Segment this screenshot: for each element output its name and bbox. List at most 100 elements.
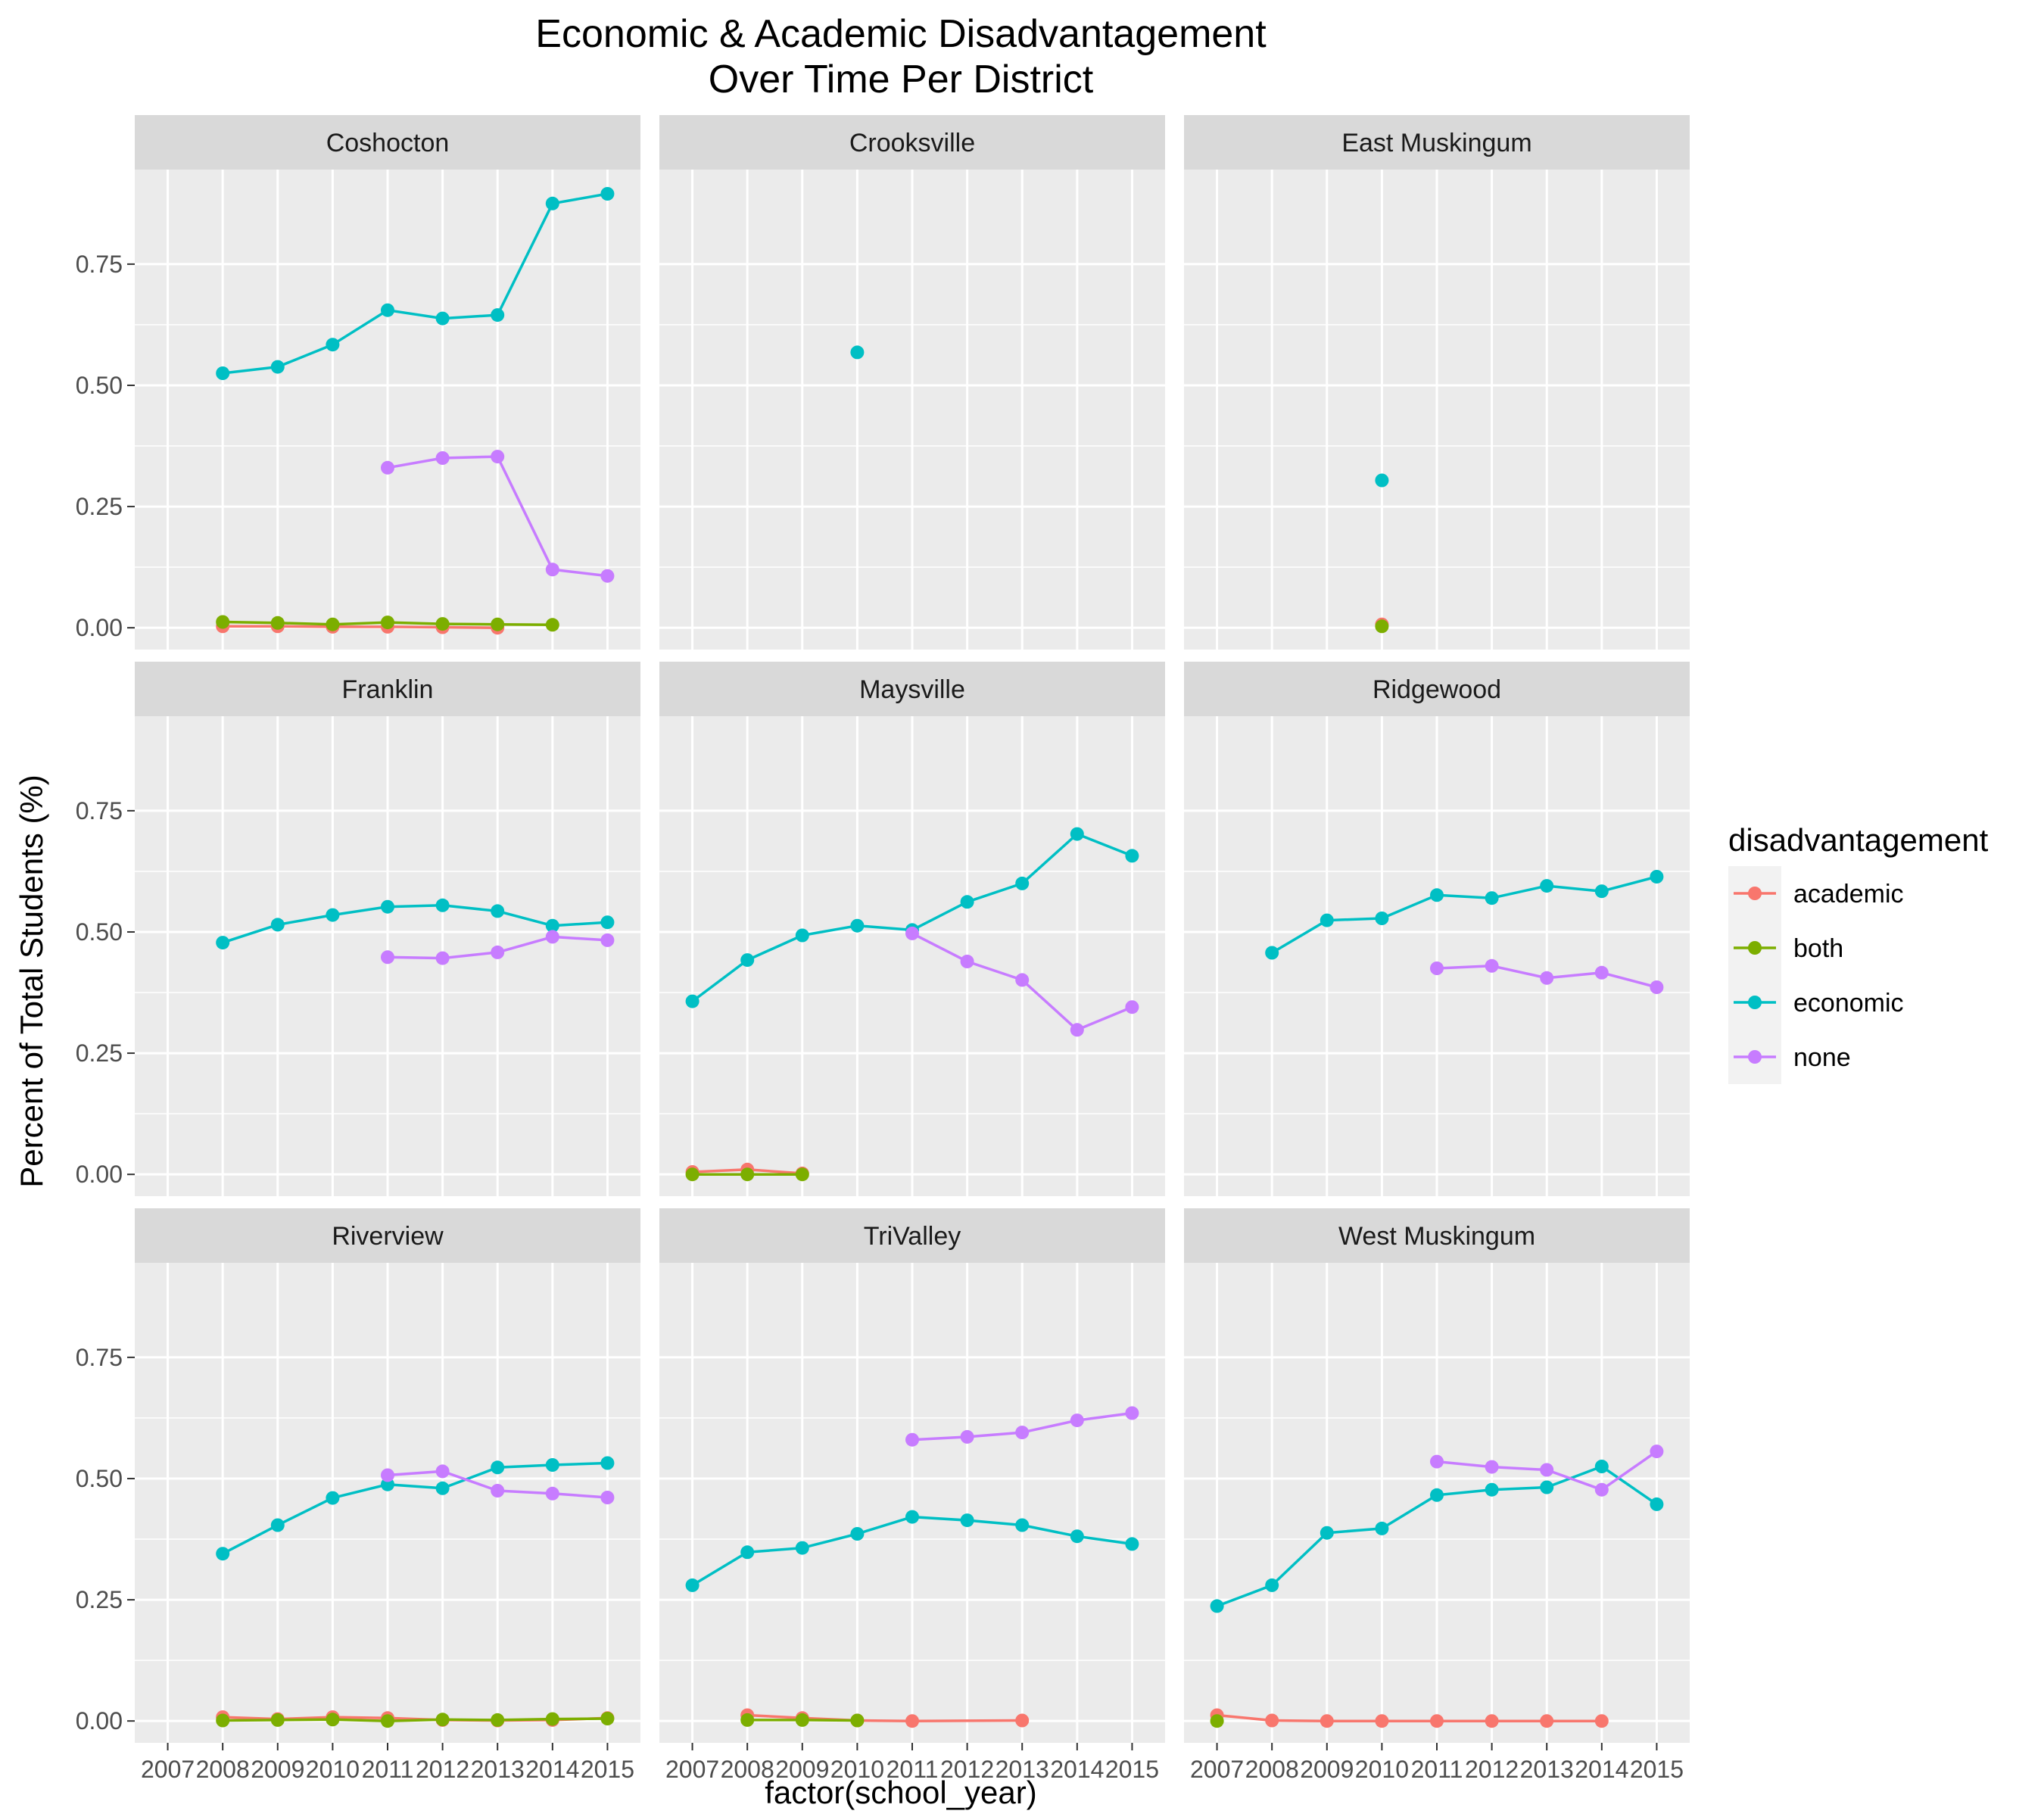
data-point-none-2012 [435, 1464, 450, 1479]
series-line-academic-coshocton [223, 625, 498, 629]
data-point-both-2015 [600, 1712, 615, 1725]
data-point-none-2015 [600, 933, 615, 947]
y-tick-label: 0.00 [76, 1707, 123, 1734]
data-point-economic-2011 [381, 899, 394, 914]
data-point-economic-2012 [435, 1481, 450, 1495]
strip-maysville [659, 662, 1165, 716]
strip-west-muskingum [1184, 1208, 1690, 1263]
data-point-none-2013 [491, 1484, 505, 1498]
data-point-none-2011 [381, 460, 394, 475]
data-point-both-2009 [270, 1713, 285, 1727]
data-point-economic-2014 [1594, 1460, 1609, 1473]
legend-key-point-both [1748, 941, 1762, 955]
data-point-none-2015 [600, 1491, 615, 1504]
data-point-academic-2013 [1015, 1713, 1030, 1728]
data-point-none-2014 [545, 563, 559, 577]
x-tick-label: 2009 [775, 1756, 829, 1783]
data-point-none-2011 [381, 1468, 394, 1482]
strip-trivalley [659, 1208, 1165, 1263]
data-point-none-2013 [1015, 973, 1030, 987]
data-point-both-2008 [216, 1713, 230, 1728]
data-point-none-2014 [1070, 1023, 1084, 1037]
strip-label-east-muskingum: East Muskingum [1341, 129, 1531, 157]
data-point-both-2010 [850, 1713, 865, 1728]
data-point-economic-2009 [1320, 913, 1334, 927]
data-point-academic-2011 [905, 1714, 919, 1728]
legend-label-economic: economic [1793, 989, 1904, 1018]
x-tick-label: 2010 [1355, 1756, 1409, 1783]
data-point-economic-2009 [1320, 1526, 1334, 1540]
data-point-economic-2010 [850, 1527, 865, 1541]
data-point-none-2012 [435, 451, 450, 465]
panel-east-muskingum: East Muskingum [1184, 115, 1690, 650]
data-point-both-2007 [1210, 1714, 1224, 1728]
data-point-both-2008 [740, 1167, 755, 1182]
data-point-economic-2014 [545, 918, 559, 933]
data-point-economic-2015 [1125, 1537, 1139, 1551]
y-tick-label: 0.00 [76, 614, 123, 641]
strip-franklin [135, 662, 640, 716]
data-point-economic-2011 [1430, 888, 1444, 902]
strip-crooksville [659, 115, 1165, 170]
data-point-both-2014 [545, 1712, 559, 1726]
panel-maysville: Maysville [659, 662, 1165, 1196]
panel-franklin: Franklin 0.00 0.25 0.50 0.75 [76, 662, 640, 1196]
data-point-none-2014 [545, 1486, 559, 1501]
data-point-economic-2010 [326, 338, 340, 352]
data-point-both-2012 [435, 617, 450, 631]
x-tick-label: 2008 [1245, 1756, 1299, 1783]
data-point-economic-2010 [850, 345, 865, 360]
data-point-economic-2015 [1650, 870, 1664, 884]
data-point-none-2015 [1650, 1445, 1664, 1459]
data-point-economic-2007 [685, 1578, 700, 1592]
data-point-academic-2008 [1265, 1713, 1279, 1728]
data-point-economic-2010 [1375, 912, 1389, 925]
y-tick-label: 0.75 [76, 797, 123, 824]
strip-coshocton [135, 115, 640, 170]
data-point-economic-2013 [491, 1460, 505, 1475]
x-tick-label: 2014 [1050, 1756, 1104, 1783]
data-point-none-2012 [960, 955, 974, 968]
data-point-economic-2008 [216, 1547, 230, 1561]
y-tick-label: 0.25 [76, 1586, 123, 1613]
data-point-both-2012 [435, 1713, 450, 1727]
legend-key-point-none [1748, 1050, 1762, 1064]
data-point-none-2011 [905, 1432, 919, 1447]
y-tick-label: 0.25 [76, 493, 123, 520]
data-point-economic-2009 [270, 918, 285, 932]
x-tick-label: 2007 [141, 1756, 195, 1783]
data-point-both-2009 [795, 1713, 809, 1727]
data-point-none-2011 [381, 950, 394, 965]
data-point-economic-2015 [600, 1456, 615, 1470]
x-axis-title: factor(school_year) [765, 1775, 1036, 1810]
series-line-economic-franklin [222, 904, 608, 944]
series-line-economic-coshocton [222, 192, 608, 375]
data-point-both-2010 [326, 1713, 340, 1727]
y-axis-title: Percent of Total Students (%) [14, 774, 49, 1188]
data-point-economic-2013 [491, 308, 505, 323]
data-point-economic-2015 [600, 187, 615, 201]
data-point-none-2012 [1485, 1460, 1499, 1474]
y-tick-label: 0.25 [76, 1039, 123, 1067]
legend-key-point-economic [1748, 996, 1762, 1009]
data-point-economic-2013 [1540, 879, 1554, 893]
panel-coshocton: Coshocton 0.00 0.25 0.50 0.75 [76, 115, 640, 650]
data-point-none-2012 [960, 1429, 974, 1444]
x-tick-label: 2007 [665, 1756, 719, 1783]
series-line-economic-ridgewood [1271, 875, 1657, 955]
x-tick-label: 2010 [306, 1756, 360, 1783]
series-line-both-riverview [223, 1717, 608, 1722]
strip-riverview [135, 1208, 640, 1263]
data-point-none-2011 [1430, 1454, 1444, 1469]
data-point-economic-2012 [435, 311, 450, 326]
data-point-economic-2008 [1265, 1578, 1279, 1592]
data-point-both-2013 [491, 1713, 505, 1727]
chart-title-line-2: Over Time Per District [709, 58, 1094, 101]
panels-layer: Coshocton 0.00 0.25 0.50 0.75 Crooksville East… [76, 115, 1690, 1783]
x-tick-label: 2011 [1411, 1756, 1463, 1783]
data-point-academic-2009 [1320, 1714, 1334, 1728]
data-point-economic-2015 [1650, 1497, 1664, 1511]
data-point-none-2011 [905, 926, 919, 940]
